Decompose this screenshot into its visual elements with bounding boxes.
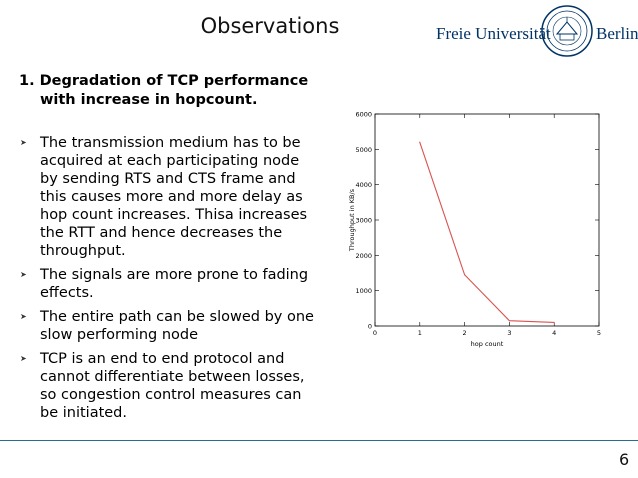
bullet-item: ➤ The entire path can be slowed by one s… xyxy=(19,308,319,344)
bullet-text: The transmission medium has to be acquir… xyxy=(40,135,308,259)
heading-line-2: with increase in hopcount. xyxy=(40,92,258,108)
logo-name-left: Freie Universität xyxy=(436,24,551,43)
x-tick-label: 2 xyxy=(463,329,467,337)
bullet-item: ➤ TCP is an end to end protocol and cann… xyxy=(19,350,319,422)
x-tick-label: 0 xyxy=(373,329,377,337)
logo-name-right: Berlin xyxy=(596,24,638,43)
y-tick-label: 6000 xyxy=(355,111,372,119)
y-tick-label: 2000 xyxy=(355,252,372,260)
throughput-chart: 0 1 2 3 4 5 0 1000 2000 3000 4000 5000 6000 hop count… xyxy=(348,111,601,349)
x-axis-label: hop count xyxy=(471,340,504,348)
bullet-list: ➤ The transmission medium has to be acqu… xyxy=(19,134,319,428)
y-tick-label: 5000 xyxy=(355,146,372,154)
heading-line-1: 1. Degradation of TCP performance xyxy=(19,73,309,89)
bullet-item: ➤ The signals are more prone to fading e… xyxy=(19,266,319,302)
x-tick-label: 5 xyxy=(597,329,601,337)
page-number: 6 xyxy=(619,450,630,469)
y-tick-label: 4000 xyxy=(355,181,372,189)
arrowhead-icon: ➤ xyxy=(20,312,27,321)
y-tick-label: 0 xyxy=(368,323,372,331)
data-point xyxy=(553,321,555,324)
arrowhead-icon: ➤ xyxy=(20,354,27,363)
x-tick-label: 1 xyxy=(418,329,422,337)
y-axis-label: Throughput in KB/s xyxy=(348,188,356,252)
bullet-text: TCP is an end to end protocol and cannot… xyxy=(40,351,305,421)
data-point xyxy=(464,274,466,276)
arrowhead-icon: ➤ xyxy=(20,138,27,147)
bullet-item: ➤ The transmission medium has to be acqu… xyxy=(19,134,319,260)
footer-rule xyxy=(0,440,638,441)
x-tick-label: 3 xyxy=(507,329,511,337)
throughput-line xyxy=(419,142,555,324)
university-logo: Freie Universität Berlin xyxy=(436,4,638,60)
y-tick-label: 3000 xyxy=(355,217,372,225)
bullet-text: The entire path can be slowed by one slo… xyxy=(40,309,314,343)
x-tick-label: 4 xyxy=(552,329,556,337)
y-tick-label: 1000 xyxy=(355,287,372,295)
slide-title: Observations xyxy=(200,14,340,38)
arrowhead-icon: ➤ xyxy=(20,270,27,279)
data-point xyxy=(508,320,510,322)
plot-frame xyxy=(374,113,600,327)
data-point xyxy=(419,141,421,143)
section-heading: 1. Degradation of TCP performance with i… xyxy=(19,72,319,110)
university-seal-icon xyxy=(541,5,593,57)
bullet-text: The signals are more prone to fading eff… xyxy=(40,267,309,301)
